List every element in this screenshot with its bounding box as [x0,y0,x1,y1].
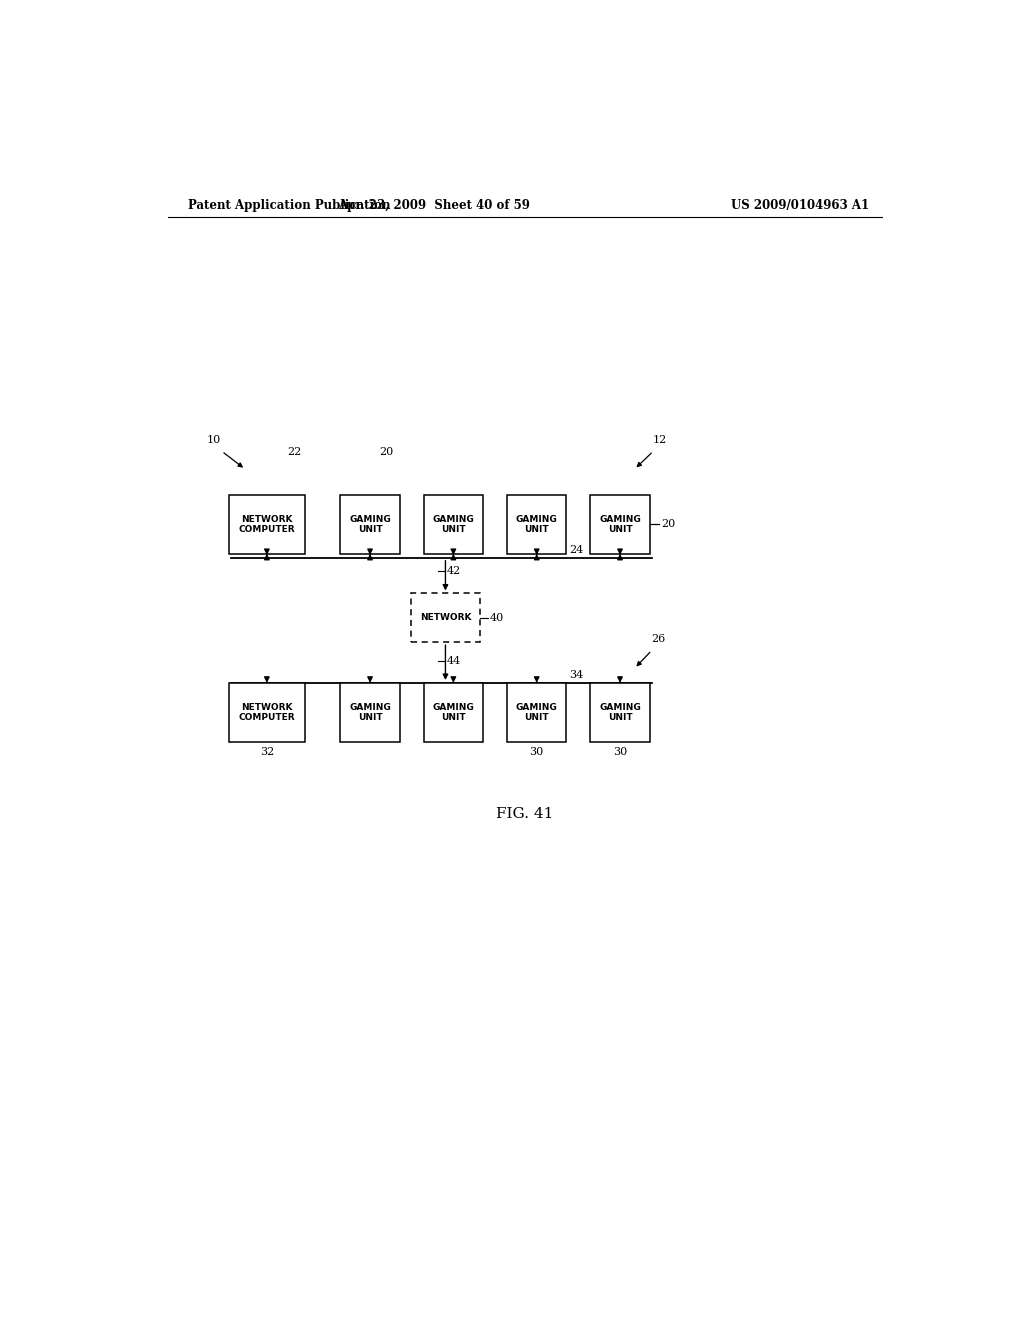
Text: Apr. 23, 2009  Sheet 40 of 59: Apr. 23, 2009 Sheet 40 of 59 [338,198,529,211]
Bar [507,682,566,742]
Text: 10: 10 [207,436,221,445]
Text: GAMING
UNIT: GAMING UNIT [516,702,558,722]
Bar [411,594,480,643]
Text: 44: 44 [447,656,461,665]
Text: 20: 20 [380,447,394,457]
Text: GAMING
UNIT: GAMING UNIT [516,515,558,535]
Text: 40: 40 [489,612,504,623]
Text: 24: 24 [569,545,584,554]
Text: NETWORK
COMPUTER: NETWORK COMPUTER [239,702,295,722]
Bar [590,495,650,554]
Bar [424,495,483,554]
Bar [507,495,566,554]
Text: GAMING
UNIT: GAMING UNIT [349,515,391,535]
Text: FIG. 41: FIG. 41 [496,807,554,821]
Text: US 2009/0104963 A1: US 2009/0104963 A1 [731,198,869,211]
Text: 22: 22 [288,447,302,457]
Bar [229,495,304,554]
Text: 30: 30 [529,747,544,756]
Text: 26: 26 [651,634,666,644]
Text: 20: 20 [660,519,675,529]
Text: GAMING
UNIT: GAMING UNIT [599,702,641,722]
Text: 12: 12 [652,436,667,445]
Text: GAMING
UNIT: GAMING UNIT [432,702,474,722]
Text: NETWORK: NETWORK [420,614,471,622]
Text: 32: 32 [260,747,274,756]
Bar [229,682,304,742]
Text: NETWORK
COMPUTER: NETWORK COMPUTER [239,515,295,535]
Text: 42: 42 [447,565,461,576]
Text: GAMING
UNIT: GAMING UNIT [432,515,474,535]
Text: 30: 30 [613,747,627,756]
Bar [340,682,399,742]
Bar [424,682,483,742]
Text: 34: 34 [569,669,584,680]
Text: Patent Application Publication: Patent Application Publication [187,198,390,211]
Text: GAMING
UNIT: GAMING UNIT [349,702,391,722]
Bar [340,495,399,554]
Text: GAMING
UNIT: GAMING UNIT [599,515,641,535]
Bar [590,682,650,742]
